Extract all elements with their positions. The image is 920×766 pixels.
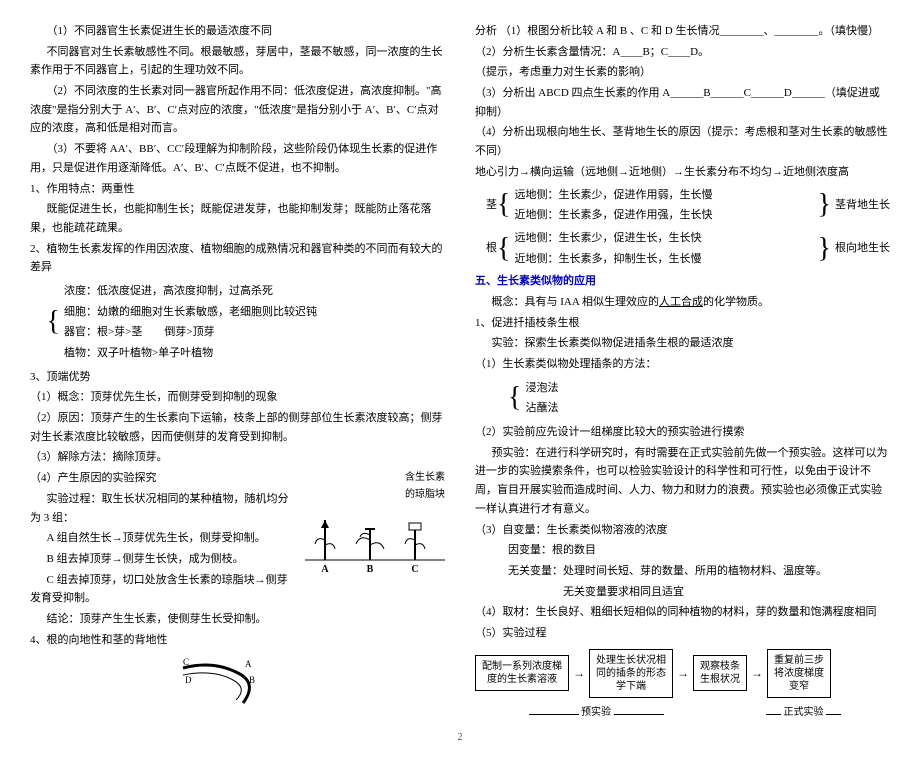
- curly-brace-icon: }: [814, 227, 835, 270]
- text-r-12: 预实验：在进行科学研究时，有时需要在正式实验前先做一个预实验。这样可以为进一步的…: [475, 444, 890, 519]
- stem-bracket: 茎 { 远地侧：生长素少，促进作用弱，生长慢 近地侧：生长素多，促进作用强，生长…: [486, 184, 890, 227]
- text-r-4: （3）分析出 ABCD 四点生长素的作用 A______B______C____…: [475, 84, 890, 121]
- svg-text:D: D: [185, 675, 192, 685]
- text-r-14: 因变量：根的数目: [475, 541, 890, 560]
- method-1: 浸泡法: [525, 379, 890, 398]
- curly-brace-icon: }: [814, 184, 835, 227]
- bracket-line-1: 浓度：低浓度促进，高浓度抑制，过高杀死: [64, 282, 445, 301]
- text-l-6: 既能促进生长，也能抑制生长；既能促进发芽，也能抑制发芽；既能防止落花落果，也能疏…: [30, 200, 445, 237]
- text-r-7a: 概念：具有与 IAA 相似生理效应的: [492, 296, 659, 308]
- text-r-16: 无关变量要求相同且适宜: [475, 583, 890, 602]
- root-line-2: 近地侧：生长素多，抑制生长，生长慢: [514, 250, 813, 269]
- text-l-4: （3）不要将 AA′、BB′、CC′段理解为抑制阶段，这些阶段仍体现生长素的促进…: [30, 140, 445, 177]
- text-l-3: （2）不同浓度的生长素对同一器官所起作用不同：低浓度促进，高浓度抑制。"高浓度"…: [30, 82, 445, 138]
- left-column: （1）不同器官生长素促进生长的最适浓度不同 不同器官对生长素敏感性不同。根最敏感…: [30, 20, 445, 721]
- text-l-18: 4、根的向地性和茎的背地性: [30, 631, 445, 650]
- method-bracket: { 浸泡法 沾蘸法: [508, 377, 890, 420]
- svg-text:A: A: [321, 564, 329, 575]
- bracket-line-3: 器官：根>芽>茎 倒芽>顶芽: [64, 323, 445, 342]
- page-container: （1）不同器官生长素促进生长的最适浓度不同 不同器官对生长素敏感性不同。根最敏感…: [30, 20, 890, 721]
- text-l-7: 2、植物生长素发挥的作用因浓度、植物细胞的成熟情况和器官种类的不同而有较大的差异: [30, 240, 445, 277]
- plant-abc-icon: A B C: [305, 505, 445, 575]
- flow-label-pre: 预实验: [475, 704, 717, 721]
- curly-brace-icon: {: [508, 377, 525, 420]
- root-curve-icon: A B C D: [173, 653, 303, 713]
- text-r-3: （提示，考虑重力对生长素的影响）: [475, 63, 890, 82]
- flow-box-3: 观察枝条 生根状况: [693, 655, 747, 691]
- text-l-9: （1）概念：顶芽优先生长，而侧芽受到抑制的现象: [30, 388, 445, 407]
- bracket-line-4: 植物：双子叶植物>单子叶植物: [64, 344, 445, 363]
- stem-result: 茎背地生长: [835, 184, 890, 227]
- flow-box-2: 处理生长状况相 同的插条的形态 学下端: [589, 649, 673, 698]
- svg-text:B: B: [367, 564, 374, 575]
- root-bracket: 根 { 远地侧：生长素少，促进生长，生长快 近地侧：生长素多，抑制生长，生长慢 …: [486, 227, 890, 270]
- curly-brace-icon: {: [497, 184, 514, 227]
- stem-label: 茎: [486, 184, 497, 227]
- text-r-17: （4）取材：生长良好、粗细长短相似的同种植物的材料，芽的数量和饱满程度相同: [475, 603, 890, 622]
- plant-figure: 含生长素 的琼脂块 A B C: [305, 469, 445, 575]
- text-l-1: （1）不同器官生长素促进生长的最适浓度不同: [30, 22, 445, 41]
- text-r-8: 1、促进扦插枝条生根: [475, 314, 890, 333]
- text-l-2: 不同器官对生长素敏感性不同。根最敏感，芽居中，茎最不敏感，同一浓度的生长素作用于…: [30, 43, 445, 80]
- bracket-factors: { 浓度：低浓度促进，高浓度抑制，过高杀死 细胞：幼嫩的细胞对生长素敏感，老细胞…: [47, 280, 446, 365]
- page-number: 2: [30, 729, 890, 746]
- bracket-line-2: 细胞：幼嫩的细胞对生长素敏感，老细胞则比较迟钝: [64, 303, 445, 322]
- flow-diagram: 配制一系列浓度梯 度的生长素溶液 → 处理生长状况相 同的插条的形态 学下端 →…: [475, 649, 890, 698]
- curly-brace-icon: {: [497, 227, 514, 270]
- text-r-5: （4）分析出现根向地生长、茎背地生长的原因（提示：考虑根和茎对生长素的敏感性不同…: [475, 123, 890, 160]
- text-l-11: （3）解除方法：摘除顶芽。: [30, 448, 445, 467]
- text-l-17: 结论：顶芽产生生长素，使侧芽生长受抑制。: [30, 610, 445, 629]
- right-column: 分析 （1）根图分析比较 A 和 B 、C 和 D 生长情况________、_…: [475, 20, 890, 721]
- text-l-10: （2）原因：顶芽产生的生长素向下运输，枝条上部的侧芽部位生长素浓度较高；侧芽对生…: [30, 409, 445, 446]
- figure-caption: 含生长素 的琼脂块: [305, 469, 445, 503]
- flow-label-formal: 正式实验: [717, 704, 890, 721]
- text-l-5: 1、作用特点：两重性: [30, 180, 445, 199]
- text-l-8: 3、顶端优势: [30, 368, 445, 387]
- text-l-16: C 组去掉顶芽，切口处放含生长素的琼脂块→侧芽发育受抑制。: [30, 571, 445, 608]
- text-r-13: （3）自变量：生长素类似物溶液的浓度: [475, 521, 890, 540]
- flow-box-4: 重复前三步 将浓度梯度 变窄: [767, 649, 831, 698]
- arrow-icon: →: [573, 663, 585, 683]
- flow-box-1: 配制一系列浓度梯 度的生长素溶液: [475, 655, 569, 691]
- text-r-10: （1）生长素类似物处理插条的方法：: [475, 355, 890, 374]
- text-r-18: （5）实验过程: [475, 624, 890, 643]
- root-result: 根向地生长: [835, 227, 890, 270]
- arrow-icon: →: [751, 663, 763, 683]
- text-r-7b: 的化学物质。: [703, 296, 769, 308]
- svg-text:C: C: [411, 564, 418, 575]
- text-r-9: 实验：探索生长素类似物促进插条生根的最适浓度: [475, 334, 890, 353]
- svg-text:A: A: [245, 659, 252, 669]
- section-5-title: 五、生长素类似物的应用: [475, 272, 890, 291]
- root-line-1: 远地侧：生长素少，促进生长，生长快: [514, 229, 813, 248]
- text-r-7u: 人工合成: [659, 296, 703, 308]
- text-r-11: （2）实验前应先设计一组梯度比较大的预实验进行摸索: [475, 423, 890, 442]
- root-label: 根: [486, 227, 497, 270]
- text-r-7: 概念：具有与 IAA 相似生理效应的人工合成的化学物质。: [475, 293, 890, 312]
- arrow-icon: →: [677, 663, 689, 683]
- curly-brace-icon: {: [47, 280, 64, 365]
- text-r-6: 地心引力→横向运输（远地侧→近地侧）→生长素分布不均匀→近地侧浓度高: [475, 163, 890, 182]
- method-2: 沾蘸法: [525, 399, 890, 418]
- stem-line-1: 远地侧：生长素少，促进作用弱，生长慢: [514, 186, 813, 205]
- text-r-15: 无关变量：处理时间长短、芽的数量、所用的植物材料、温度等。: [475, 562, 890, 581]
- text-r-2: （2）分析生长素含量情况：A____B；C____D。: [475, 43, 890, 62]
- svg-text:C: C: [183, 657, 189, 667]
- stem-line-2: 近地侧：生长素多，促进作用强，生长快: [514, 206, 813, 225]
- svg-text:B: B: [249, 675, 255, 685]
- text-r-1: 分析 （1）根图分析比较 A 和 B 、C 和 D 生长情况________、_…: [475, 22, 890, 41]
- flow-labels: 预实验 正式实验: [475, 704, 890, 721]
